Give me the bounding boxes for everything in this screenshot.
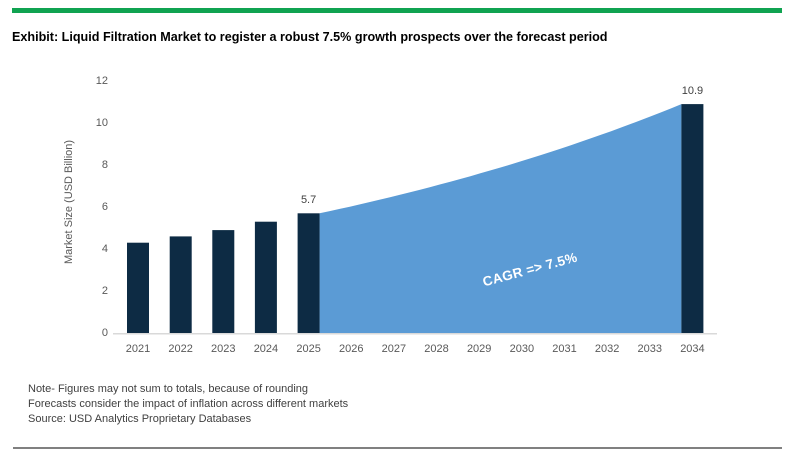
x-tick-label: 2033 — [637, 343, 663, 355]
x-tick-label: 2027 — [381, 343, 407, 355]
y-tick-label: 6 — [101, 201, 108, 213]
y-tick-label: 2 — [101, 285, 108, 297]
x-tick-label: 2034 — [680, 343, 705, 355]
x-tick-label: 2021 — [125, 343, 151, 355]
x-tick-label: 2023 — [211, 343, 236, 355]
data-label-2034: 10.9 — [681, 85, 704, 98]
y-tick-label: 10 — [95, 117, 108, 129]
bar-2025 — [297, 213, 320, 333]
y-tick-label: 0 — [101, 327, 108, 339]
x-tick-label: 2029 — [466, 343, 492, 355]
x-tick-label: 2032 — [594, 343, 620, 355]
x-tick-label: 2028 — [424, 343, 449, 355]
top-accent-line — [12, 8, 782, 13]
bar-2023 — [212, 230, 235, 333]
bottom-divider — [13, 447, 782, 449]
bar-2034 — [681, 104, 704, 333]
x-tick-label: 2026 — [339, 343, 364, 355]
forecast-area — [319, 104, 682, 333]
exhibit-title: Exhibit: Liquid Filtration Market to reg… — [12, 30, 608, 44]
bar-2022 — [169, 236, 192, 333]
footnote-inflation: Forecasts consider the impact of inflati… — [28, 398, 349, 410]
x-tick-label: 2024 — [253, 343, 279, 355]
y-tick-label: 8 — [101, 159, 108, 171]
data-label-2025: 5.7 — [300, 194, 317, 207]
bar-2024 — [254, 221, 277, 333]
footnotes: Note- Figures may not sum to totals, bec… — [28, 382, 348, 427]
x-tick-label: 2025 — [296, 343, 321, 355]
x-tick-label: 2022 — [168, 343, 193, 355]
y-tick-label: 4 — [101, 243, 108, 255]
footnote-source: Source: USD Analytics Proprietary Databa… — [28, 413, 252, 425]
x-tick-label: 2030 — [509, 343, 535, 355]
footnote-rounding: Note- Figures may not sum to totals, bec… — [28, 383, 309, 395]
bar-2021 — [127, 242, 149, 333]
y-tick-label: 12 — [95, 75, 108, 87]
x-tick-label: 2031 — [552, 343, 577, 355]
